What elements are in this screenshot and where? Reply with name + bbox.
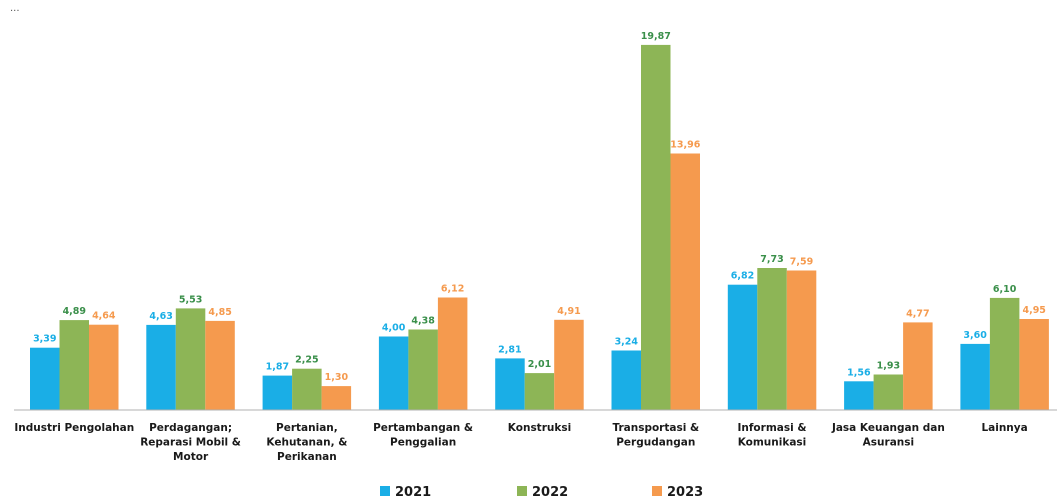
value-label-2021-8: 3,60	[963, 330, 987, 341]
bar-2023-6	[786, 270, 817, 410]
header-note: ...	[10, 3, 20, 14]
value-label-2022-8: 6,10	[993, 284, 1017, 295]
bar-2022-7	[873, 374, 904, 410]
bar-2023-8	[1019, 319, 1049, 410]
value-label-2021-7: 1,56	[847, 367, 871, 378]
bars-layer	[30, 44, 1049, 411]
value-label-2022-0: 4,89	[63, 306, 86, 317]
value-label-2022-4: 2,01	[528, 359, 551, 370]
legend-swatch-2022	[517, 486, 527, 496]
value-label-2022-7: 1,93	[877, 361, 900, 372]
value-label-2023-3: 6,12	[441, 284, 464, 295]
value-label-2023-6: 7,59	[790, 257, 813, 268]
bar-2021-4	[495, 358, 525, 410]
legend: 2021 2022 2023	[380, 485, 703, 500]
value-label-2023-1: 4,85	[208, 307, 231, 318]
bar-2022-1	[175, 308, 206, 410]
legend-label-2023: 2023	[667, 485, 703, 498]
category-label-7: Jasa Keuangan dan Asuransi	[831, 422, 945, 449]
bar-2023-7	[903, 322, 933, 410]
value-label-2022-3: 4,38	[411, 316, 435, 327]
value-label-2022-2: 2,25	[295, 355, 318, 366]
category-label-0: Industri Pengolahan	[14, 422, 134, 434]
legend-swatch-2023	[652, 486, 662, 496]
value-label-2023-7: 4,77	[906, 308, 929, 319]
bar-2023-5	[670, 153, 700, 410]
bar-2022-5	[641, 44, 671, 411]
bar-2022-3	[408, 329, 438, 410]
value-label-2023-5: 13,96	[670, 140, 700, 151]
value-labels-layer: 3,39 4,89 4,64 4,63 5,53 4,85 1,87 2,25 1,30 4,00…	[33, 31, 1046, 383]
category-label-1: Perdagangan; Reparasi Mobil & Motor	[140, 422, 241, 463]
bar-2022-6	[757, 268, 787, 410]
bar-2022-4	[524, 373, 555, 410]
bar-2023-2	[321, 386, 352, 410]
legend-label-2022: 2022	[532, 485, 568, 498]
value-label-2021-0: 3,39	[33, 334, 56, 345]
bar-2023-4	[554, 319, 584, 410]
value-label-2023-8: 4,95	[1022, 305, 1045, 316]
bar-2021-0	[30, 347, 60, 410]
value-label-2022-6: 7,73	[760, 254, 783, 265]
value-label-2023-0: 4,64	[92, 311, 116, 322]
value-label-2022-1: 5,53	[179, 294, 202, 305]
value-label-2021-5: 3,24	[615, 337, 639, 348]
bar-2021-2	[262, 375, 293, 410]
bar-2022-8	[989, 297, 1020, 410]
value-label-2021-3: 4,00	[382, 323, 406, 334]
value-label-2021-1: 4,63	[149, 311, 172, 322]
category-label-4: Konstruksi	[508, 422, 571, 434]
value-label-2022-5: 19,87	[641, 31, 671, 42]
value-label-2021-4: 2,81	[498, 344, 521, 355]
bar-2021-3	[378, 336, 409, 410]
category-label-5: Transportasi & Pergudangan	[612, 422, 699, 449]
bar-2023-1	[205, 320, 235, 410]
bar-2022-2	[292, 368, 322, 410]
bar-2022-0	[59, 320, 89, 410]
bar-2023-3	[437, 297, 468, 410]
bar-2021-6	[727, 284, 758, 410]
category-label-3: Pertambangan & Penggalian	[373, 422, 473, 449]
value-label-2021-2: 1,87	[266, 362, 289, 373]
category-label-6: Informasi & Komunikasi	[737, 422, 806, 449]
category-label-2: Pertanian, Kehutanan, & Perikanan	[266, 422, 347, 463]
legend-swatch-2021	[380, 486, 390, 496]
legend-label-2021: 2021	[395, 485, 431, 498]
value-label-2023-4: 4,91	[557, 306, 580, 317]
category-labels-layer: Industri Pengolahan Perdagangan; Reparasi …	[14, 422, 1027, 463]
value-label-2021-6: 6,82	[731, 271, 754, 282]
bar-2021-7	[844, 381, 874, 410]
value-label-2023-2: 1,30	[325, 372, 349, 383]
bar-2021-5	[611, 350, 641, 410]
bar-2023-0	[89, 324, 119, 410]
bar-2021-1	[146, 324, 176, 410]
bar-2021-8	[960, 343, 990, 410]
category-label-8: Lainnya	[981, 422, 1027, 434]
